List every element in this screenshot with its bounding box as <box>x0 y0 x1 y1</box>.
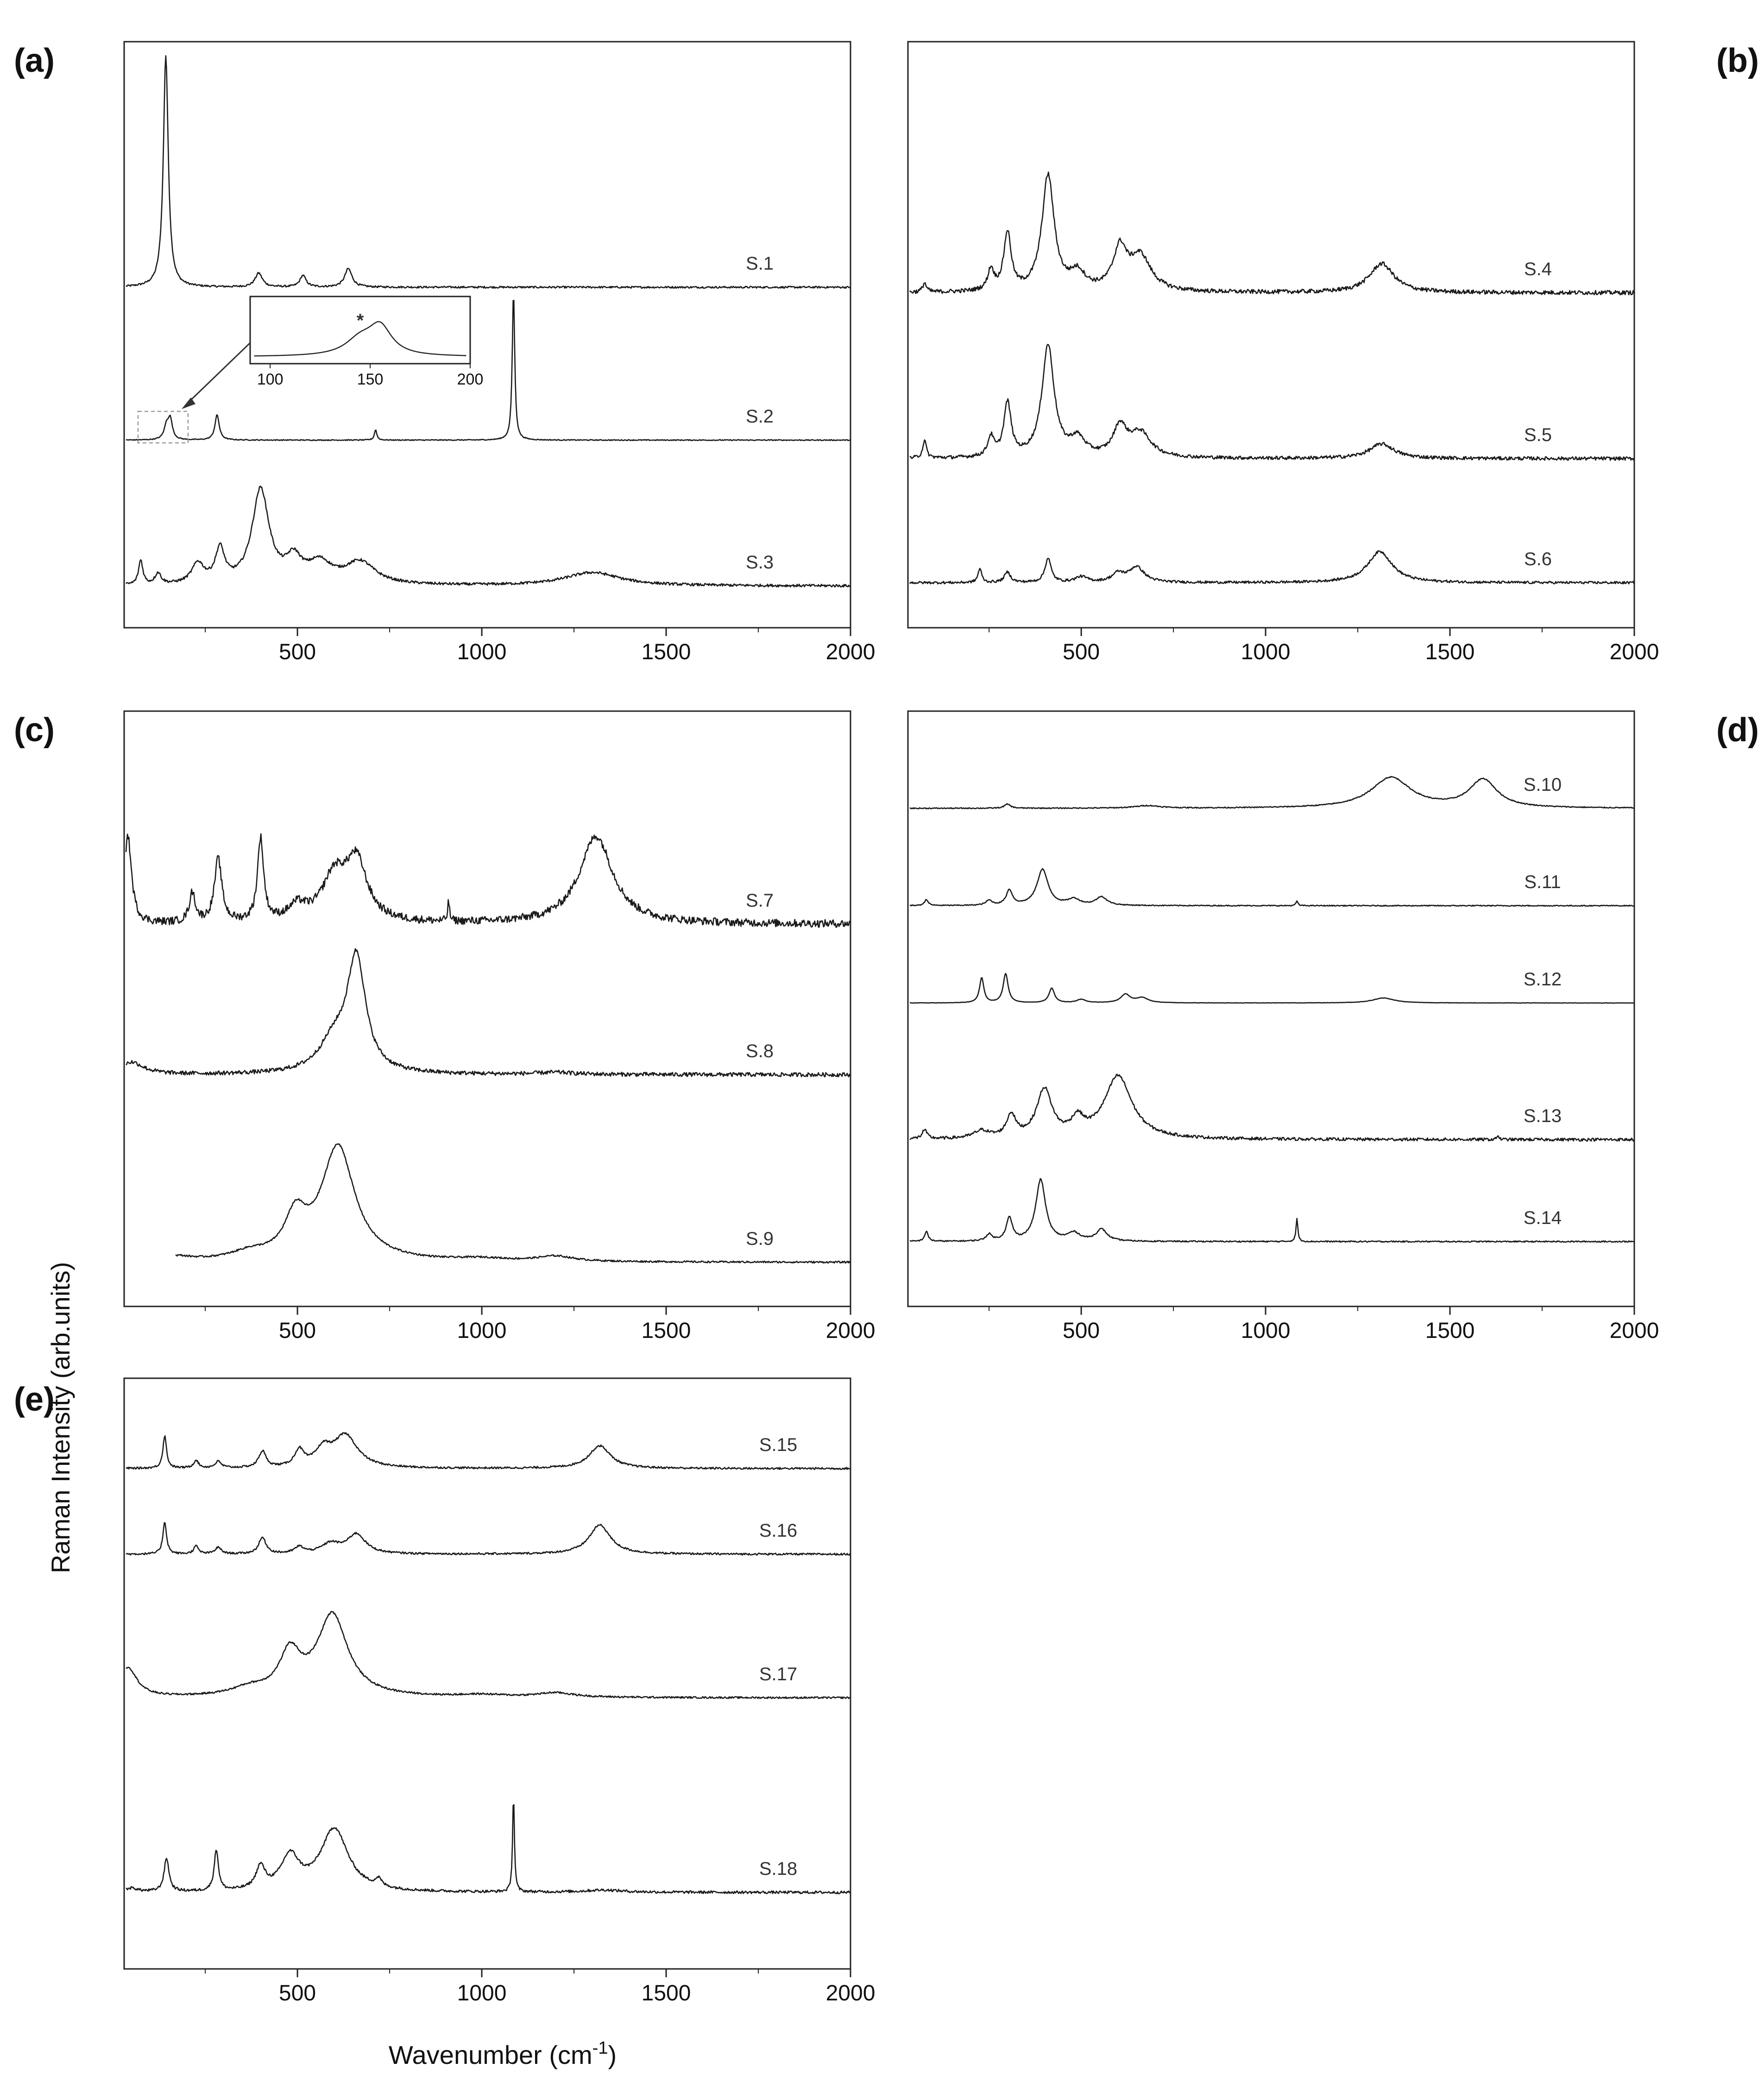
plot-frame <box>907 710 1635 1307</box>
series-label-s8: S.8 <box>746 1041 774 1061</box>
panel-d-chart: 500 1000 1500 2000 S.10 S.11 S.12 S.13 S.14 <box>907 710 1659 1343</box>
x-tick-label: 2000 <box>1610 640 1659 664</box>
x-tick-label: 1000 <box>457 1981 507 2006</box>
series-label-s9: S.9 <box>746 1229 774 1249</box>
series-line-s7 <box>125 833 851 928</box>
panel-c-chart: 500 1000 1500 2000 S.7 S.8 S.9 <box>123 710 876 1343</box>
x-tick-label: 2000 <box>826 640 876 664</box>
zoom-arrow <box>184 342 251 406</box>
series-line-s17 <box>126 1611 850 1699</box>
series-line-s18 <box>126 1804 850 1894</box>
panel-label-e: (e) <box>14 1381 55 1418</box>
x-tick-label: 1500 <box>1425 1318 1475 1343</box>
panel-label-b: (b) <box>1716 42 1759 79</box>
series-label-s13: S.13 <box>1524 1106 1562 1126</box>
series-label-s4: S.4 <box>1524 259 1552 279</box>
inset-tick-label: 200 <box>457 371 484 388</box>
series-label-s16: S.16 <box>759 1520 797 1541</box>
series-line-s10 <box>909 776 1634 810</box>
x-tick-label: 1000 <box>1241 1318 1291 1343</box>
series-line-s12 <box>909 973 1634 1004</box>
series-label-s18: S.18 <box>759 1859 797 1879</box>
series-line-s11 <box>909 868 1634 907</box>
x-tick-label: 1000 <box>1241 640 1291 664</box>
series-line-s2 <box>126 300 850 441</box>
plot-frame <box>123 41 851 629</box>
series-line-s8 <box>126 948 851 1078</box>
inset-tick-label: 100 <box>257 371 284 388</box>
series-label-s2: S.2 <box>746 406 774 427</box>
x-tick-label: 1000 <box>457 1318 507 1343</box>
inset-peak-marker: * <box>357 310 364 331</box>
panel-label-c: (c) <box>14 712 55 749</box>
x-tick-label: 2000 <box>826 1318 876 1343</box>
x-tick-label: 2000 <box>1610 1318 1659 1343</box>
series-label-s3: S.3 <box>746 552 774 573</box>
series-line-s16 <box>126 1522 851 1556</box>
plot-frame <box>123 1377 851 1970</box>
panel-a-chart: 500 1000 1500 2000 S.1 S.2 S.3 <box>123 41 876 664</box>
x-tick-label: 2000 <box>826 1981 876 2006</box>
series-label-s17: S.17 <box>759 1664 797 1684</box>
panel-b-chart: 500 1000 1500 2000 S.4 S.5 S.6 <box>907 41 1659 664</box>
series-label-s14: S.14 <box>1524 1208 1562 1228</box>
series-line-s5 <box>909 344 1635 461</box>
series-label-s12: S.12 <box>1524 969 1562 990</box>
panel-e-chart: 500 1000 1500 2000 S.15 S.16 S.17 S.18 <box>123 1377 876 2006</box>
series-label-s5: S.5 <box>1524 425 1552 445</box>
zoom-region-box <box>137 410 189 444</box>
plot-frame <box>907 41 1635 629</box>
x-tick-label: 1500 <box>1425 640 1475 664</box>
plot-frame <box>123 710 851 1307</box>
x-tick-label: 500 <box>279 640 316 664</box>
series-label-s7: S.7 <box>746 890 774 911</box>
x-tick-label: 1500 <box>642 1981 691 2006</box>
series-label-s15: S.15 <box>759 1435 797 1455</box>
x-tick-label: 1500 <box>642 640 691 664</box>
series-line-s1 <box>126 55 850 289</box>
series-line-s14 <box>909 1178 1634 1243</box>
x-tick-label: 1500 <box>642 1318 691 1343</box>
series-line-s6 <box>909 550 1635 585</box>
series-label-s10: S.10 <box>1524 775 1562 795</box>
series-label-s1: S.1 <box>746 253 774 274</box>
series-line-s4 <box>909 171 1635 296</box>
x-tick-label: 500 <box>279 1318 316 1343</box>
series-label-s6: S.6 <box>1524 549 1552 569</box>
series-label-s11: S.11 <box>1524 872 1561 892</box>
inset-tick-label: 150 <box>357 371 384 388</box>
x-tick-label: 500 <box>1063 640 1100 664</box>
x-tick-label: 500 <box>1063 1318 1100 1343</box>
x-tick-label: 500 <box>279 1981 316 2006</box>
zoom-arrow-head <box>182 397 195 409</box>
panel-label-d: (d) <box>1716 712 1759 749</box>
inset-frame <box>249 296 471 365</box>
panel-label-a: (a) <box>14 42 55 79</box>
series-line-s13 <box>909 1073 1635 1142</box>
series-line-s3 <box>126 486 850 588</box>
series-line-s15 <box>126 1432 850 1470</box>
series-line-s9 <box>175 1143 851 1264</box>
y-axis-label: Raman Intensity (arb.units) <box>46 1262 75 1573</box>
x-axis-label: Wavenumber (cm-1) <box>389 2038 617 2069</box>
x-tick-label: 1000 <box>457 640 507 664</box>
panel-a-inset: * 100 150 200 <box>137 296 484 444</box>
inset-series-line <box>254 321 466 357</box>
